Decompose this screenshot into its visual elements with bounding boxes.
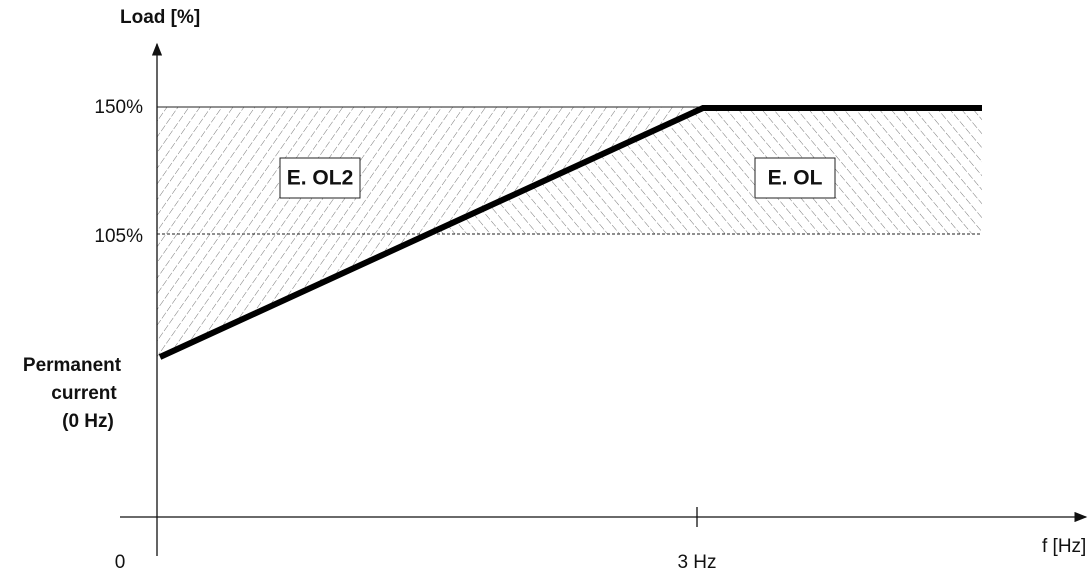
region-ol [428, 108, 982, 234]
y-axis-label: Load [%] [120, 7, 200, 28]
annotation: current [51, 383, 117, 404]
tick-label: 150% [94, 97, 143, 118]
tick-label: 0 [115, 552, 126, 573]
region-label: E. OL2 [287, 167, 354, 190]
x-axis-label: f [Hz] [1042, 536, 1086, 557]
tick-label: 105% [94, 226, 143, 247]
region-label: E. OL [768, 167, 823, 190]
limit-curve [158, 105, 982, 360]
label-box [754, 157, 836, 199]
annotation: (0 Hz) [62, 411, 114, 432]
label-box [279, 157, 361, 199]
annotation: Permanent [23, 355, 122, 376]
tick-label: 3 Hz [677, 552, 716, 573]
